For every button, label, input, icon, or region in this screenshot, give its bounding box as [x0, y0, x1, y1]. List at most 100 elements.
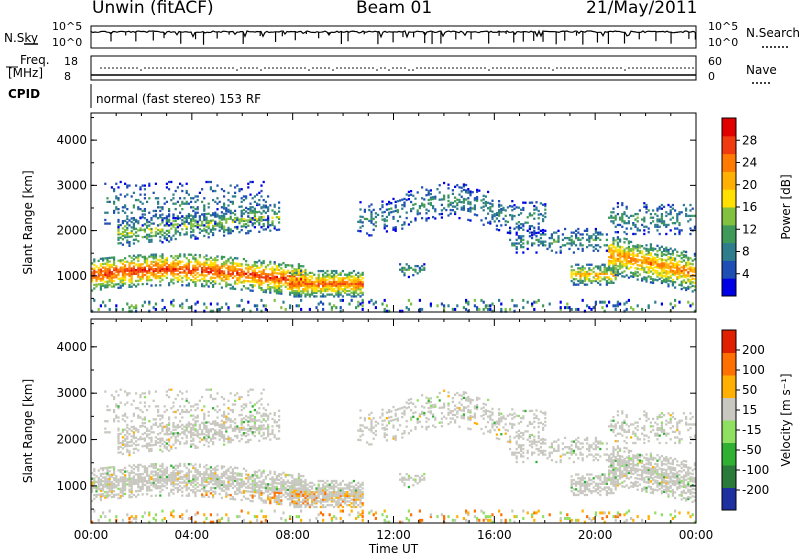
nave-dot	[688, 67, 690, 69]
power-cell	[297, 268, 300, 271]
power-cell	[660, 207, 663, 210]
nave-dot	[200, 67, 202, 69]
velocity-cell	[165, 408, 168, 412]
power-cell	[649, 246, 652, 250]
power-cell	[619, 249, 622, 252]
power-cell	[614, 262, 617, 266]
velocity-cell	[168, 479, 171, 482]
power-cell	[605, 233, 608, 236]
power-cell	[542, 228, 545, 232]
velocity-cell	[203, 471, 206, 474]
power-cell	[300, 272, 303, 275]
power-cell	[207, 221, 210, 224]
velocity-cell	[176, 486, 179, 490]
power-cell	[273, 288, 276, 291]
velocity-cell	[113, 397, 116, 401]
power-cell	[159, 223, 162, 226]
power-cell	[306, 273, 309, 276]
power-cell	[236, 226, 239, 229]
power-cell	[157, 258, 160, 262]
power-cell	[504, 209, 507, 212]
power-cell	[583, 229, 586, 232]
velocity-cell	[128, 452, 131, 455]
velocity-cell	[126, 479, 129, 482]
power-cell	[267, 284, 270, 287]
power-cell	[427, 202, 430, 205]
power-cell	[405, 268, 408, 271]
power-cell	[157, 197, 160, 200]
power-cell	[619, 252, 622, 256]
velocity-cell	[163, 410, 166, 414]
power-cell	[401, 203, 404, 207]
velocity-cell	[203, 443, 206, 447]
power-cell	[128, 274, 131, 278]
power-cell	[621, 266, 624, 269]
velocity-cell	[132, 412, 135, 415]
power-cell	[209, 180, 212, 184]
power-cell	[262, 209, 265, 213]
velocity-cell	[161, 450, 164, 453]
power-cell	[117, 236, 120, 240]
power-cell	[412, 194, 415, 197]
power-cell	[403, 197, 406, 201]
power-cell	[154, 257, 157, 260]
power-cell	[456, 184, 459, 187]
power-cell	[495, 228, 498, 231]
power-cell	[322, 277, 325, 280]
velocity-cell	[172, 405, 175, 408]
power-cell	[539, 233, 542, 236]
power-cell	[630, 214, 633, 218]
velocity-cell	[139, 401, 142, 404]
power-cell	[242, 281, 245, 284]
velocity-cell	[174, 437, 177, 441]
power-cell	[148, 233, 151, 236]
power-cell	[473, 198, 476, 202]
power-cell	[192, 228, 195, 232]
power-cell	[308, 284, 311, 287]
power-cell	[616, 243, 619, 246]
power-cell	[185, 202, 188, 205]
power-cell	[597, 244, 600, 247]
nave-dot	[372, 67, 374, 69]
velocity-cell	[172, 479, 175, 482]
velocity-cell	[179, 481, 182, 484]
power-cell	[234, 218, 237, 222]
power-cell	[632, 214, 635, 218]
power-cell	[533, 242, 536, 245]
power-cell	[660, 260, 663, 263]
velocity-cell	[168, 473, 171, 477]
power-cell	[267, 226, 270, 229]
velocity-cell	[187, 425, 190, 428]
velocity-cell	[170, 447, 173, 450]
power-cell	[297, 280, 300, 284]
power-cell	[339, 293, 342, 296]
power-cell	[405, 198, 408, 202]
power-cell	[660, 269, 663, 272]
power-cell	[676, 261, 679, 264]
nave-dot	[624, 69, 626, 71]
power-cell	[414, 217, 417, 220]
power-cell	[480, 199, 483, 202]
nave-dot	[432, 67, 434, 69]
velocity-cell	[130, 482, 133, 486]
velocity-cell	[192, 479, 195, 483]
velocity-cell	[154, 418, 157, 421]
power-cell	[669, 274, 672, 277]
power-cell	[253, 264, 256, 267]
power-cell	[403, 272, 406, 275]
power-cell	[124, 211, 127, 214]
power-cell	[381, 302, 384, 306]
power-cell	[612, 262, 615, 265]
velocity-cell	[201, 438, 204, 441]
power-cell	[185, 264, 188, 267]
power-cell	[262, 270, 265, 274]
power-cell	[93, 260, 96, 263]
power-cell	[150, 273, 153, 276]
velocity-cell	[99, 498, 102, 502]
power-cell	[141, 255, 144, 259]
velocity-cell	[179, 405, 182, 408]
power-cell	[269, 262, 272, 265]
velocity-cell	[108, 518, 111, 522]
velocity-cell	[174, 410, 177, 414]
velocity-cell	[135, 443, 138, 447]
